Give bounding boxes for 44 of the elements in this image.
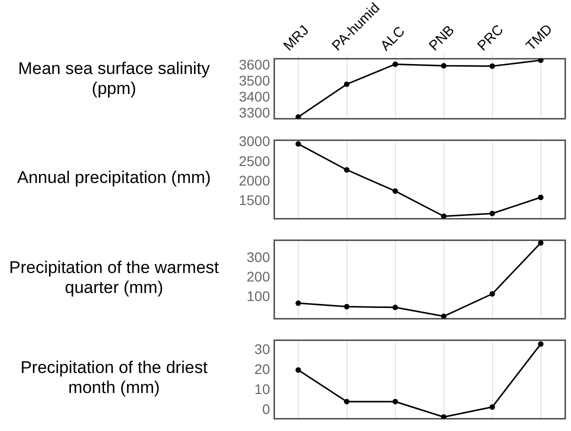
y-tick-label: 20	[254, 360, 270, 377]
y-tick-label: 3500	[238, 72, 270, 89]
y-tick-label: 3600	[238, 56, 270, 73]
point	[538, 58, 544, 63]
y-tick-label: 0	[262, 400, 270, 417]
y-tick-label: 3300	[238, 104, 270, 121]
y-axis-title: Precipitation of the warmest quarter (mm)	[8, 256, 220, 299]
point	[296, 114, 301, 119]
y-tick-label: 100	[246, 288, 270, 304]
y-tick-label: 10	[254, 380, 270, 397]
y-axis-title: Mean sea surface salinity (ppm)	[17, 58, 211, 100]
point	[344, 398, 350, 404]
point	[538, 194, 544, 200]
y-tick-label: 200	[246, 268, 270, 285]
point	[441, 63, 446, 69]
point	[392, 304, 398, 310]
point	[344, 81, 350, 87]
y-tick-label: 1500	[238, 192, 270, 208]
point	[441, 213, 446, 219]
point	[296, 367, 301, 373]
point	[490, 63, 495, 69]
point	[441, 414, 446, 419]
point	[490, 291, 495, 297]
point	[490, 404, 495, 410]
y-axis-title: Precipitation of the driest month (mm)	[19, 356, 209, 399]
point	[392, 398, 398, 404]
y-tick-label: 3000	[238, 133, 270, 150]
y-tick-label: 2500	[238, 152, 270, 169]
point	[296, 300, 301, 306]
y-axis-title: Annual precipitation (mm)	[16, 166, 212, 189]
x-tick-label: TMD	[522, 20, 556, 54]
y-tick-label: 30	[254, 340, 270, 357]
point	[538, 240, 544, 246]
y-tick-label: 300	[246, 249, 270, 266]
point	[490, 210, 495, 216]
point	[392, 188, 398, 194]
point	[538, 341, 544, 347]
point	[392, 61, 398, 67]
point	[344, 304, 350, 310]
y-tick-label: 3400	[238, 88, 270, 105]
point	[344, 167, 350, 173]
y-tick-label: 2000	[238, 172, 270, 189]
point	[441, 314, 446, 319]
point	[296, 141, 301, 147]
